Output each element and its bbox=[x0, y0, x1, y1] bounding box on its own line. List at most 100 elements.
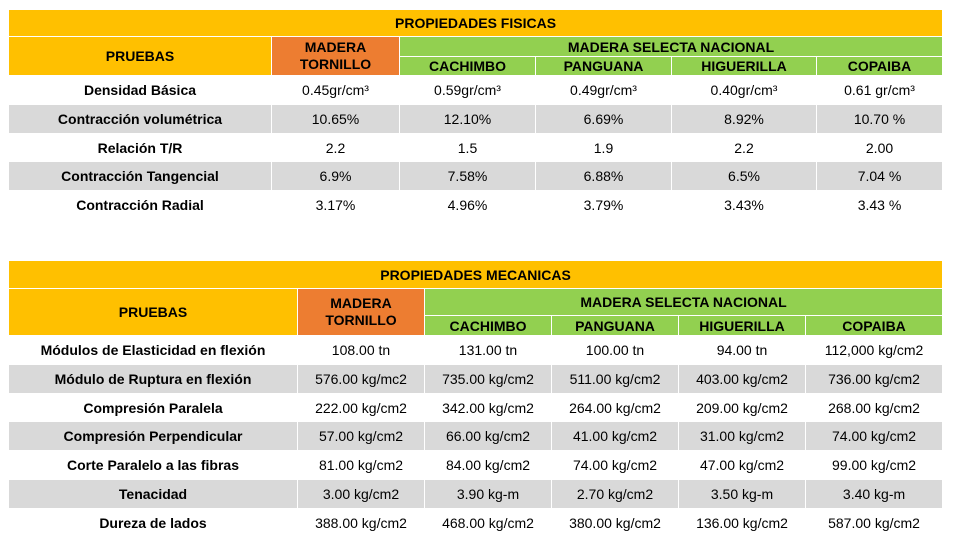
species-header-cachimbo: CACHIMBO bbox=[399, 56, 536, 76]
cell-copaiba: 10.70 % bbox=[815, 104, 944, 134]
table-row: Densidad Básica 0.45gr/cm³ 0.59gr/cm³ 0.… bbox=[8, 75, 944, 105]
species-header-cachimbo: CACHIMBO bbox=[424, 315, 552, 336]
cell-copaiba: 0.61 gr/cm³ bbox=[815, 75, 944, 105]
table-row: Dureza de lados 388.00 kg/cm2 468.00 kg/… bbox=[8, 508, 944, 538]
row-label: Contracción Tangencial bbox=[8, 161, 272, 191]
row-label: Contracción volumétrica bbox=[8, 104, 272, 134]
cell-cachimbo: 4.96% bbox=[399, 190, 536, 220]
cell-tornillo: 222.00 kg/cm2 bbox=[297, 393, 425, 422]
row-label: Compresión Perpendicular bbox=[8, 421, 298, 451]
row-label: Contracción Radial bbox=[8, 190, 272, 220]
cell-copaiba: 736.00 kg/cm2 bbox=[804, 364, 944, 394]
cell-panguana: 74.00 kg/cm2 bbox=[551, 450, 679, 480]
cell-higuerilla: 3.43% bbox=[671, 190, 817, 220]
cell-cachimbo: 1.5 bbox=[399, 133, 536, 162]
cell-cachimbo: 0.59gr/cm³ bbox=[399, 75, 536, 105]
species-header-higuerilla: HIGUERILLA bbox=[678, 315, 806, 336]
table-row: Contracción volumétrica 10.65% 12.10% 6.… bbox=[8, 104, 944, 134]
row-label: Densidad Básica bbox=[8, 75, 272, 105]
cell-panguana: 6.69% bbox=[535, 104, 672, 134]
cell-tornillo: 6.9% bbox=[271, 161, 400, 191]
cell-higuerilla: 94.00 tn bbox=[678, 335, 806, 365]
table-row: Corte Paralelo a las fibras 81.00 kg/cm2… bbox=[8, 450, 944, 480]
mechanical-properties-table: PROPIEDADES MECANICAS PRUEBAS MADERA TOR… bbox=[7, 260, 944, 538]
table-title: PROPIEDADES MECANICAS bbox=[7, 260, 944, 289]
row-label: Compresión Paralela bbox=[8, 393, 298, 422]
row-label: Corte Paralelo a las fibras bbox=[8, 450, 298, 480]
table-row: Contracción Radial 3.17% 4.96% 3.79% 3.4… bbox=[8, 190, 944, 220]
cell-tornillo: 57.00 kg/cm2 bbox=[297, 421, 425, 451]
cell-higuerilla: 31.00 kg/cm2 bbox=[678, 421, 806, 451]
row-label: Relación T/R bbox=[8, 133, 272, 162]
cell-copaiba: 99.00 kg/cm2 bbox=[804, 450, 944, 480]
table-row: Compresión Paralela 222.00 kg/cm2 342.00… bbox=[8, 393, 944, 422]
cell-copaiba: 3.43 % bbox=[815, 190, 944, 220]
cell-cachimbo: 12.10% bbox=[399, 104, 536, 134]
cell-copaiba: 112,000 kg/cm2 bbox=[804, 335, 944, 365]
cell-higuerilla: 47.00 kg/cm2 bbox=[678, 450, 806, 480]
cell-cachimbo: 7.58% bbox=[399, 161, 536, 191]
pruebas-header: PRUEBAS bbox=[8, 36, 272, 76]
species-header-panguana: PANGUANA bbox=[551, 315, 679, 336]
cell-tornillo: 388.00 kg/cm2 bbox=[297, 508, 425, 538]
cell-cachimbo: 3.90 kg-m bbox=[424, 479, 552, 509]
species-header-panguana: PANGUANA bbox=[535, 56, 672, 76]
cell-higuerilla: 3.50 kg-m bbox=[678, 479, 806, 509]
cell-higuerilla: 6.5% bbox=[671, 161, 817, 191]
table-row: Módulos de Elasticidad en flexión 108.00… bbox=[8, 335, 944, 365]
cell-tornillo: 10.65% bbox=[271, 104, 400, 134]
species-header-copaiba: COPAIBA bbox=[815, 56, 944, 76]
cell-cachimbo: 342.00 kg/cm2 bbox=[424, 393, 552, 422]
cell-cachimbo: 468.00 kg/cm2 bbox=[424, 508, 552, 538]
cell-tornillo: 81.00 kg/cm2 bbox=[297, 450, 425, 480]
cell-higuerilla: 2.2 bbox=[671, 133, 817, 162]
cell-panguana: 380.00 kg/cm2 bbox=[551, 508, 679, 538]
physical-properties-table: PROPIEDADES FISICAS PRUEBAS MADERA TORNI… bbox=[7, 9, 944, 220]
selecta-group-header: MADERA SELECTA NACIONAL bbox=[398, 36, 944, 57]
row-label: Módulos de Elasticidad en flexión bbox=[8, 335, 298, 365]
table-row: Compresión Perpendicular 57.00 kg/cm2 66… bbox=[8, 421, 944, 451]
row-label: Dureza de lados bbox=[8, 508, 298, 538]
cell-panguana: 511.00 kg/cm2 bbox=[551, 364, 679, 394]
cell-tornillo: 3.00 kg/cm2 bbox=[297, 479, 425, 509]
cell-tornillo: 0.45gr/cm³ bbox=[271, 75, 400, 105]
cell-copaiba: 2.00 bbox=[815, 133, 944, 162]
cell-panguana: 6.88% bbox=[535, 161, 672, 191]
cell-cachimbo: 735.00 kg/cm2 bbox=[424, 364, 552, 394]
tornillo-header: MADERA TORNILLO bbox=[297, 288, 425, 336]
cell-copaiba: 74.00 kg/cm2 bbox=[804, 421, 944, 451]
table-row: Relación T/R 2.2 1.5 1.9 2.2 2.00 bbox=[8, 133, 944, 162]
pruebas-header: PRUEBAS bbox=[8, 288, 298, 336]
cell-copaiba: 7.04 % bbox=[815, 161, 944, 191]
cell-cachimbo: 66.00 kg/cm2 bbox=[424, 421, 552, 451]
tornillo-header: MADERA TORNILLO bbox=[271, 36, 400, 76]
table-row: Módulo de Ruptura en flexión 576.00 kg/m… bbox=[8, 364, 944, 394]
table-title: PROPIEDADES FISICAS bbox=[7, 9, 944, 37]
row-label: Módulo de Ruptura en flexión bbox=[8, 364, 298, 394]
cell-copaiba: 587.00 kg/cm2 bbox=[804, 508, 944, 538]
cell-higuerilla: 136.00 kg/cm2 bbox=[678, 508, 806, 538]
cell-panguana: 264.00 kg/cm2 bbox=[551, 393, 679, 422]
table-row: Contracción Tangencial 6.9% 7.58% 6.88% … bbox=[8, 161, 944, 191]
cell-copaiba: 3.40 kg-m bbox=[804, 479, 944, 509]
cell-panguana: 0.49gr/cm³ bbox=[535, 75, 672, 105]
cell-tornillo: 108.00 tn bbox=[297, 335, 425, 365]
cell-panguana: 3.79% bbox=[535, 190, 672, 220]
cell-higuerilla: 8.92% bbox=[671, 104, 817, 134]
cell-higuerilla: 209.00 kg/cm2 bbox=[678, 393, 806, 422]
cell-tornillo: 2.2 bbox=[271, 133, 400, 162]
row-label: Tenacidad bbox=[8, 479, 298, 509]
cell-panguana: 1.9 bbox=[535, 133, 672, 162]
cell-higuerilla: 0.40gr/cm³ bbox=[671, 75, 817, 105]
cell-tornillo: 3.17% bbox=[271, 190, 400, 220]
cell-higuerilla: 403.00 kg/cm2 bbox=[678, 364, 806, 394]
selecta-group-header: MADERA SELECTA NACIONAL bbox=[423, 288, 944, 316]
cell-cachimbo: 84.00 kg/cm2 bbox=[424, 450, 552, 480]
cell-cachimbo: 131.00 tn bbox=[424, 335, 552, 365]
cell-tornillo: 576.00 kg/mc2 bbox=[297, 364, 425, 394]
cell-copaiba: 268.00 kg/cm2 bbox=[804, 393, 944, 422]
cell-panguana: 100.00 tn bbox=[551, 335, 679, 365]
table-row: Tenacidad 3.00 kg/cm2 3.90 kg-m 2.70 kg/… bbox=[8, 479, 944, 509]
cell-panguana: 2.70 kg/cm2 bbox=[551, 479, 679, 509]
cell-panguana: 41.00 kg/cm2 bbox=[551, 421, 679, 451]
